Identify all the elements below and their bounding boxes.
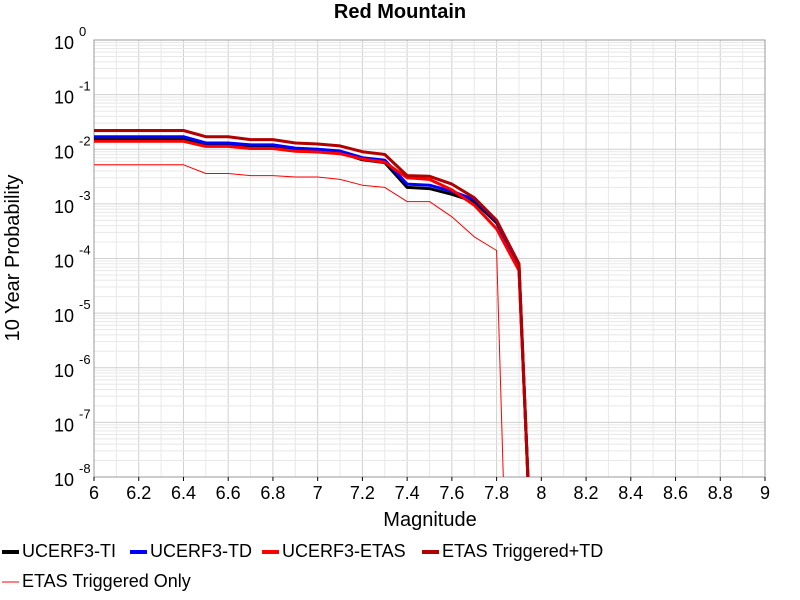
- x-tick-label: 8.6: [663, 483, 688, 503]
- legend-label: UCERF3-ETAS: [282, 541, 406, 561]
- x-tick-label: 8.2: [574, 483, 599, 503]
- x-tick-label: 7.6: [439, 483, 464, 503]
- x-tick-label: 7: [313, 483, 323, 503]
- y-axis-ticks: 10 0 10 -1 10 -2 10 -3 10 -4 10 -5 10 -6 10 -7 10 -8: [54, 24, 91, 490]
- y-tick-exponent: -5: [79, 297, 91, 312]
- x-tick-label: 6: [89, 483, 99, 503]
- grid: [93, 40, 766, 478]
- legend-label: ETAS Triggered+TD: [442, 541, 603, 561]
- y-tick-label: 10: [54, 306, 74, 326]
- x-tick-label: 7.8: [484, 483, 509, 503]
- y-tick-label: 10: [54, 470, 74, 490]
- y-tick-label: 10: [54, 361, 74, 381]
- x-axis-ticks: 6 6.2 6.4 6.6 6.8 7 7.2 7.4 7.6 7.8 8 8.2 8.4 8.6 8.8 9: [89, 477, 770, 503]
- y-tick-exponent: 0: [79, 24, 86, 39]
- y-tick-label: 10: [54, 142, 74, 162]
- x-tick-label: 7.4: [395, 483, 420, 503]
- chart-title: Red Mountain: [334, 1, 466, 23]
- series-lines: [94, 129, 530, 477]
- y-tick-exponent: -2: [79, 133, 91, 148]
- x-tick-label: 6.4: [171, 483, 196, 503]
- legend-label: UCERF3-TI: [22, 541, 116, 561]
- series-line-etas-triggered-td: [94, 129, 530, 477]
- y-axis-label: 10 Year Probability: [2, 175, 24, 342]
- y-tick-exponent: -8: [79, 461, 91, 476]
- legend-label: ETAS Triggered Only: [22, 571, 191, 591]
- x-tick-label: 6.2: [126, 483, 151, 503]
- x-axis-label: Magnitude: [383, 509, 476, 531]
- x-tick-label: 6.8: [260, 483, 285, 503]
- y-tick-exponent: -7: [79, 406, 91, 421]
- y-tick-label: 10: [54, 33, 74, 53]
- y-tick-label: 10: [54, 197, 74, 217]
- y-tick-exponent: -1: [79, 79, 91, 94]
- plot-frame: [93, 39, 766, 478]
- y-tick-exponent: -4: [79, 243, 91, 258]
- x-tick-label: 7.2: [350, 483, 375, 503]
- legend-label: UCERF3-TD: [150, 541, 252, 561]
- y-tick-label: 10: [54, 415, 74, 435]
- y-tick-exponent: -6: [79, 352, 91, 367]
- x-tick-label: 8.4: [618, 483, 643, 503]
- series-line-ucerf3-etas: [94, 139, 530, 477]
- x-tick-label: 9: [760, 483, 770, 503]
- x-tick-label: 8.8: [708, 483, 733, 503]
- y-tick-label: 10: [54, 88, 74, 108]
- x-tick-label: 6.6: [216, 483, 241, 503]
- y-tick-label: 10: [54, 252, 74, 272]
- y-tick-exponent: -3: [79, 188, 91, 203]
- legend: UCERF3-TI UCERF3-TD UCERF3-ETAS ETAS Trigge…: [2, 541, 603, 591]
- x-tick-label: 8: [536, 483, 546, 503]
- series-line-etas-triggered-only: [94, 164, 504, 477]
